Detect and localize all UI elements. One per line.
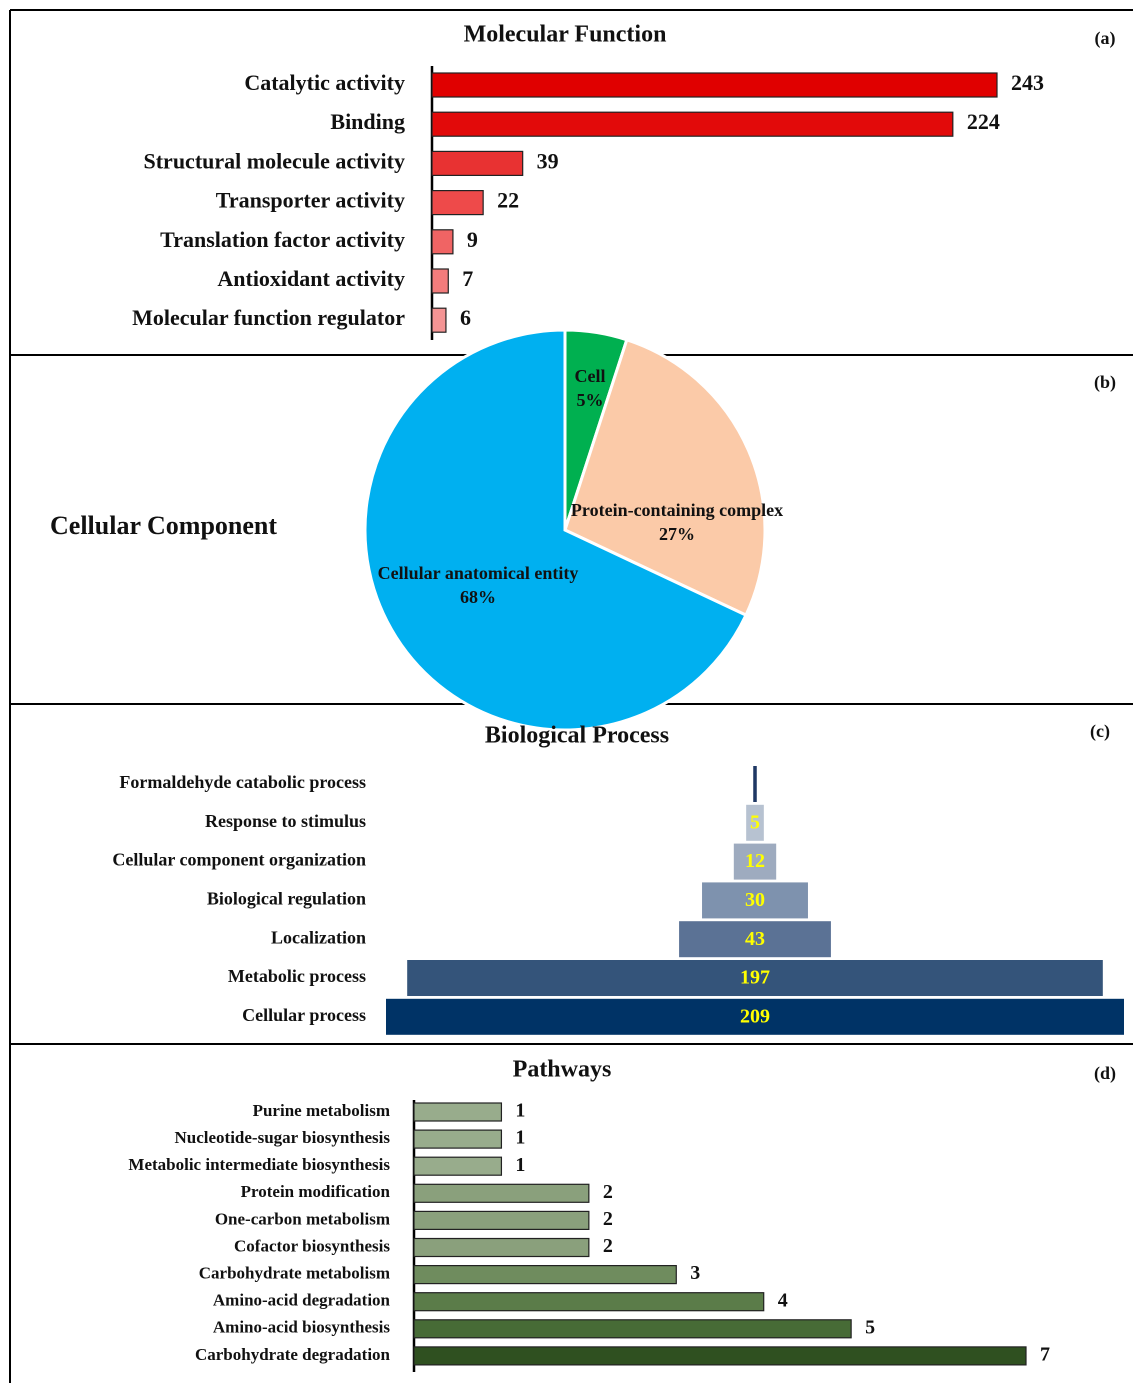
bar xyxy=(413,1346,1027,1366)
bar xyxy=(431,307,447,333)
category-label: Amino-acid degradation xyxy=(213,1291,391,1310)
value-label: 43 xyxy=(745,928,765,950)
bar xyxy=(746,804,764,841)
category-label: Carbohydrate metabolism xyxy=(199,1264,390,1283)
pie-slice xyxy=(363,328,748,732)
value-label: 2 xyxy=(603,1235,613,1257)
slice-value: 27% xyxy=(659,524,695,544)
category-label: Amino-acid biosynthesis xyxy=(213,1318,390,1337)
category-label: Purine metabolism xyxy=(253,1101,390,1120)
category-label: Carbohydrate degradation xyxy=(195,1345,391,1364)
pie-slice xyxy=(563,337,767,618)
slice-name: Cell xyxy=(574,366,606,386)
category-label: Binding xyxy=(330,109,405,134)
bar xyxy=(679,921,831,958)
bar xyxy=(413,1264,677,1285)
category-label: Cellular component organization xyxy=(112,850,366,870)
slice-label: Cell 5% xyxy=(560,364,620,412)
value-label: 2 xyxy=(603,1208,613,1230)
value-label: 30 xyxy=(745,889,765,911)
category-label: Translation factor activity xyxy=(160,227,405,252)
bar xyxy=(431,111,954,137)
value-label: 7 xyxy=(1040,1343,1050,1365)
slice-label: Protein-containing complex 27% xyxy=(567,498,787,546)
bar xyxy=(407,960,1103,996)
value-label: 2 xyxy=(603,1181,613,1203)
value-label: 224 xyxy=(967,109,1000,134)
category-label: One-carbon metabolism xyxy=(215,1209,390,1228)
category-label: Molecular function regulator xyxy=(132,305,405,330)
value-label: 5 xyxy=(865,1316,875,1338)
chart-title: Biological Process xyxy=(485,723,669,749)
bar xyxy=(386,998,1124,1035)
value-label: 5 xyxy=(750,811,760,833)
value-label: 197 xyxy=(740,967,770,989)
value-label: 1 xyxy=(515,1100,525,1122)
category-label: Antioxidant activity xyxy=(217,266,405,291)
value-label: 1 xyxy=(515,1127,525,1149)
chart-title: Pathways xyxy=(513,1057,612,1083)
value-label: 209 xyxy=(740,1005,770,1027)
slice-value: 68% xyxy=(460,587,496,607)
slice-label: Cellular anatomical entity 68% xyxy=(363,561,593,609)
panel-label: (a) xyxy=(1095,28,1116,49)
panel-label: (d) xyxy=(1094,1063,1116,1084)
value-label: 22 xyxy=(497,188,519,213)
bar xyxy=(431,72,998,98)
panel-label: (c) xyxy=(1090,721,1110,742)
category-label: Metabolic intermediate biosynthesis xyxy=(128,1155,390,1174)
value-label: 39 xyxy=(537,148,559,173)
value-label: 243 xyxy=(1011,70,1044,95)
category-label: Structural molecule activity xyxy=(144,148,406,173)
bar xyxy=(413,1129,503,1149)
category-label: Metabolic process xyxy=(228,966,366,986)
bar xyxy=(413,1156,503,1176)
value-label: 3 xyxy=(690,1262,700,1284)
category-label: Protein modification xyxy=(241,1182,391,1201)
category-label: Biological regulation xyxy=(207,889,366,909)
slice-name: Cellular anatomical entity xyxy=(377,563,579,583)
bar xyxy=(413,1319,852,1339)
slice-value: 5% xyxy=(576,390,604,410)
category-label: Localization xyxy=(271,927,366,947)
bar xyxy=(733,843,777,880)
bar xyxy=(413,1237,590,1258)
chart-title: Molecular Function xyxy=(464,22,667,48)
slice-name: Protein-containing complex xyxy=(570,500,784,520)
panel-label: (b) xyxy=(1094,372,1116,393)
category-label: Catalytic activity xyxy=(244,70,405,95)
bar xyxy=(431,268,449,294)
chart-title: Cellular Component xyxy=(50,511,277,540)
category-label: Cofactor biosynthesis xyxy=(234,1236,390,1255)
bar xyxy=(413,1292,765,1312)
bar xyxy=(431,190,484,216)
category-label: Cellular process xyxy=(242,1005,366,1025)
bar xyxy=(413,1183,590,1203)
value-label: 6 xyxy=(460,305,471,330)
value-label: 12 xyxy=(745,850,765,872)
bar xyxy=(413,1210,590,1231)
bar xyxy=(431,229,454,255)
value-label: 9 xyxy=(467,227,478,252)
bar xyxy=(702,882,808,919)
category-label: Nucleotide-sugar biosynthesis xyxy=(174,1128,390,1147)
bar xyxy=(413,1102,503,1122)
category-label: Transporter activity xyxy=(216,188,405,213)
value-label: 1 xyxy=(515,1154,525,1176)
category-label: Formaldehyde catabolic process xyxy=(119,772,366,792)
value-label: 4 xyxy=(778,1289,788,1311)
bar xyxy=(753,766,757,802)
category-label: Response to stimulus xyxy=(205,811,366,831)
bar xyxy=(431,150,524,176)
value-label: 7 xyxy=(462,266,473,291)
